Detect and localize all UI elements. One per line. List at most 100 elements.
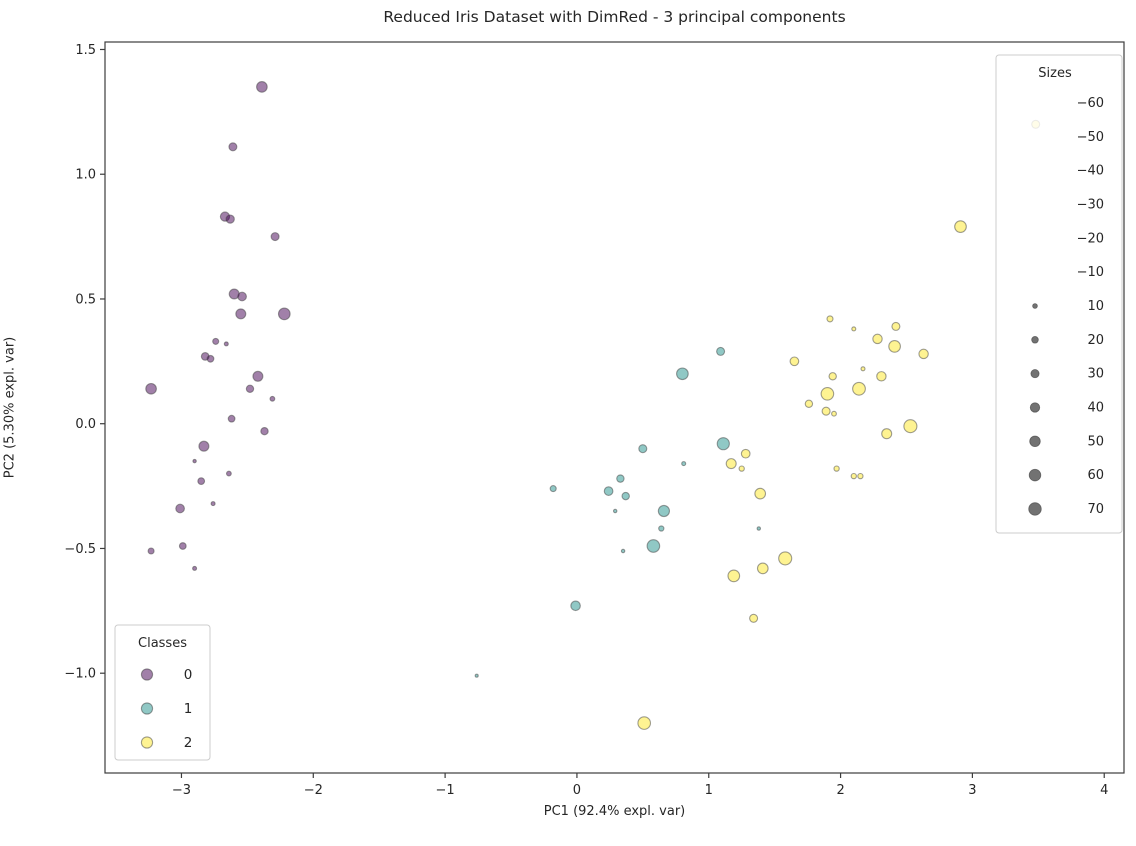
scatter-point (237, 291, 247, 302)
sizes-legend-title: Sizes (1038, 66, 1072, 81)
scatter-point (145, 382, 157, 395)
scatter-point (175, 503, 185, 514)
y-tick-label: 1.0 (75, 168, 96, 183)
scatter-point (727, 569, 741, 583)
scatter-point (749, 613, 759, 623)
scatter-point (206, 354, 215, 363)
classes-legend-marker (140, 736, 154, 749)
scatter-point (620, 548, 626, 554)
scatter-point (821, 406, 831, 416)
scatter-point (872, 333, 883, 345)
y-tick-label: −0.5 (64, 542, 96, 557)
scatter-point (891, 321, 901, 331)
scatter-point (833, 465, 840, 472)
scatter-point (657, 504, 671, 518)
classes-legend-label: 2 (184, 735, 193, 751)
scatter-point (228, 142, 238, 152)
sizes-legend-label: 40 (1087, 400, 1104, 415)
sizes-legend-label: 70 (1087, 502, 1104, 517)
x-tick-label: 1 (705, 783, 713, 798)
scatter-point (197, 477, 206, 485)
scatter-point (778, 551, 793, 566)
scatter-point (192, 565, 198, 571)
scatter-point (256, 81, 268, 93)
scatter-point (756, 562, 769, 575)
sizes-legend-box (995, 54, 1123, 534)
scatter-point (676, 367, 689, 381)
y-axis-label: PC2 (5.30% expl. var) (2, 336, 18, 479)
scatter-point (225, 214, 235, 224)
scatter-point (198, 440, 210, 452)
scatter-point (549, 485, 557, 493)
sizes-legend-label: −40 (1077, 164, 1104, 179)
scatter-point (754, 487, 767, 500)
y-tick-label: −1.0 (64, 667, 96, 682)
x-tick-label: 3 (968, 783, 976, 798)
scatter-point (178, 542, 187, 550)
scatter-point (252, 370, 264, 382)
scatter-point (235, 308, 247, 320)
scatter-point (192, 458, 197, 464)
scatter-point (903, 419, 918, 434)
x-tick-label: 0 (573, 783, 581, 798)
y-tick-label: 0.0 (75, 417, 96, 432)
sizes-legend-label: 50 (1087, 434, 1104, 449)
sizes-legend-label: −30 (1077, 197, 1104, 212)
scatter-point (646, 539, 661, 553)
sizes-legend-label: 20 (1087, 333, 1104, 348)
x-tick-label: −3 (172, 783, 191, 798)
scatter-point (888, 340, 901, 353)
classes-legend-marker (140, 702, 154, 715)
scatter-point (638, 444, 648, 454)
classes-legend-box (114, 624, 211, 761)
classes-legend-label: 1 (184, 701, 193, 717)
classes-legend-title: Classes (138, 636, 187, 651)
classes-legend-marker (140, 668, 154, 681)
scatter-point (918, 348, 929, 360)
scatter-point (277, 307, 291, 321)
scatter-point (860, 366, 866, 372)
sizes-legend-marker (1032, 303, 1038, 309)
scatter-point (831, 410, 837, 417)
scatter-point (210, 501, 216, 507)
scatter-point (738, 465, 745, 472)
scatter-point (147, 547, 155, 555)
scatter-point (225, 470, 232, 477)
scatter-point (716, 437, 730, 451)
scatter-point (826, 315, 834, 323)
scatter-point (716, 346, 726, 356)
scatter-point (621, 491, 630, 501)
scatter-point (850, 472, 857, 480)
sizes-legend-marker (1030, 369, 1040, 379)
sizes-legend-label: 10 (1087, 299, 1104, 314)
scatter-point (612, 508, 618, 514)
scatter-point (637, 716, 652, 730)
scatter-point (857, 472, 864, 480)
scatter-point (851, 326, 857, 332)
scatter-point (789, 356, 800, 367)
scatter-point (223, 341, 229, 347)
scatter-point (245, 384, 255, 394)
x-tick-label: −2 (304, 783, 323, 798)
sizes-legend-label: −20 (1077, 231, 1104, 246)
scatter-point (269, 395, 276, 402)
x-tick-label: 4 (1100, 783, 1108, 798)
scatter-point (820, 386, 835, 401)
scatter-point (876, 371, 887, 382)
sizes-legend-label: 60 (1087, 468, 1104, 483)
scatter-point (756, 526, 762, 531)
scatter-point (881, 428, 893, 440)
scatter-point (804, 399, 814, 409)
x-axis-label: PC1 (92.4% expl. var) (543, 804, 686, 819)
scatter-point (852, 381, 866, 396)
sizes-legend-marker (1029, 402, 1041, 413)
scatter-point (474, 673, 479, 678)
scatter-point (725, 458, 737, 470)
scatter-point (658, 525, 665, 532)
axes-spines (104, 41, 1125, 774)
scatter-point (954, 220, 967, 233)
x-tick-label: 2 (836, 783, 844, 798)
y-tick-label: 1.5 (75, 43, 96, 58)
